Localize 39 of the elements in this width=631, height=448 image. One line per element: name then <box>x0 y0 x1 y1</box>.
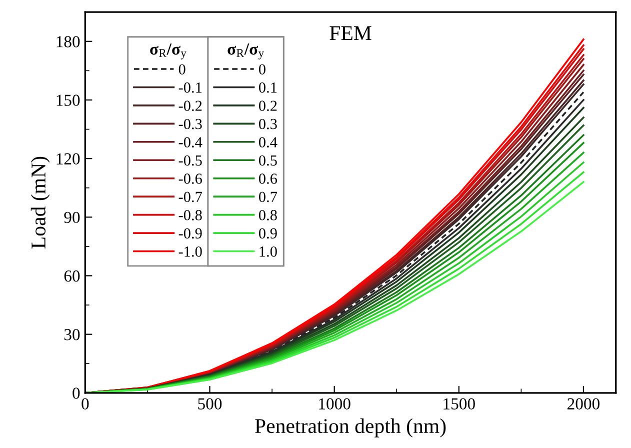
y-tick-label: 90 <box>64 212 80 224</box>
legend-label: -0.8 <box>178 210 202 220</box>
legend-label: 0.1 <box>258 82 277 93</box>
y-tick-label: 180 <box>56 36 80 48</box>
legend-label: -1.0 <box>178 246 202 257</box>
legend-label: -0.3 <box>178 118 202 130</box>
legend-label: 0.9 <box>258 228 277 239</box>
x-tick-label: 1500 <box>444 398 475 410</box>
x-tick-label: 1000 <box>319 398 350 410</box>
y-tick-label: 150 <box>56 94 80 106</box>
legend-title: σ$_{R}$/σ$_{y}$ <box>150 44 186 60</box>
legend-label: 0.8 <box>258 210 277 220</box>
legend-label: 1.0 <box>260 246 277 257</box>
y-axis-title: Load (mN) <box>30 156 50 248</box>
legend-label: -0.7 <box>178 192 202 202</box>
legend-label: 0.7 <box>258 192 278 202</box>
legend-label: -0.6 <box>178 174 202 184</box>
x-tick-label: 0 <box>82 398 89 410</box>
y-tick-label: 120 <box>56 153 80 165</box>
y-tick-label: 60 <box>64 270 80 282</box>
x-axis-title: Penetration depth (nm) <box>255 418 446 438</box>
legend-label: -0.4 <box>178 137 202 148</box>
legend-label: -0.9 <box>178 228 202 239</box>
legend-label: 0.4 <box>258 137 278 148</box>
legend-label: -0.2 <box>178 100 202 112</box>
text: σ$_{R}$/σ$_{y}$ <box>228 44 264 60</box>
text: 0 <box>258 64 266 75</box>
legend-label: -0.1 <box>178 82 202 93</box>
x-tick-label: 500 <box>198 398 222 410</box>
legend-label: -0.5 <box>178 155 202 166</box>
x-tick-label: 2000 <box>568 398 600 410</box>
y-tick-label: 30 <box>64 329 80 340</box>
text: FEM <box>330 26 372 40</box>
y-tick-label: 0 <box>72 388 80 399</box>
legend-label: 0 <box>178 64 186 75</box>
legend-label: 0.6 <box>258 174 278 184</box>
legend-label: 0.5 <box>258 155 277 166</box>
legend-label: 0.3 <box>258 118 277 130</box>
legend-label: 0.2 <box>258 100 277 112</box>
